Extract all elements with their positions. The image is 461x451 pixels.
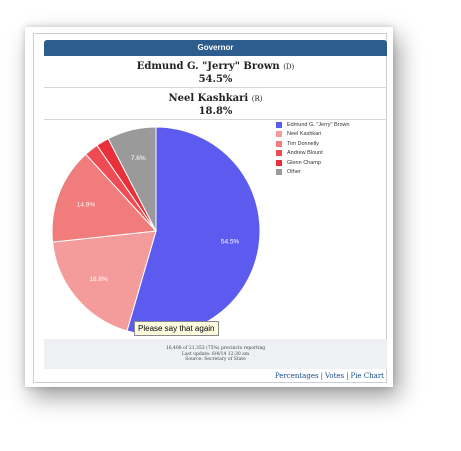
candidate-percentage: 54.5% <box>198 74 233 85</box>
legend-swatch <box>276 140 282 147</box>
slice-data-label: 54.5% <box>221 239 240 246</box>
race-title-bar: Governor <box>44 40 387 56</box>
pie-slice[interactable] <box>51 153 158 243</box>
candidate-name: Edmund G. "Jerry" Brown <box>136 61 280 72</box>
nav-separator: | <box>346 372 349 380</box>
slice-data-label: 14.9% <box>77 202 96 209</box>
chart-legend: Edmund G. "Jerry" Brown Neel Kashkari Tim … <box>276 120 350 177</box>
candidate-percentage: 18.8% <box>198 106 233 117</box>
legend-label: Tim Donnelly <box>287 140 319 147</box>
legend-label: Glenn Champ <box>287 159 321 166</box>
legend-item[interactable]: Other <box>276 168 350 178</box>
candidate-name: Neel Kashkari <box>168 93 249 104</box>
leading-candidate: Edmund G. "Jerry" Brown (D) 54.5% <box>44 57 387 88</box>
legend-label: Andrew Blount <box>287 150 323 157</box>
nav-separator: | <box>320 372 323 380</box>
candidate-party: (R) <box>251 95 263 103</box>
legend-swatch <box>276 159 282 166</box>
slice-data-label: 7.6% <box>131 155 146 162</box>
second-candidate: Neel Kashkari (R) 18.8% <box>44 89 387 120</box>
pie-chart: 54.5% 18.8% 14.9% 7.6% <box>51 126 261 336</box>
legend-item[interactable]: Edmund G. "Jerry" Brown <box>276 120 350 130</box>
candidate-name-line: Neel Kashkari (R) <box>44 89 387 106</box>
pie-slice[interactable] <box>107 126 157 232</box>
legend-item[interactable]: Neel Kashkari <box>276 130 350 140</box>
pie-chart-link[interactable]: Pie Chart <box>350 372 384 380</box>
pie-chart-area: 54.5% 18.8% 14.9% 7.6% Edmund G. "Jerry" Br… <box>44 120 387 337</box>
view-switcher: Percentages | Votes | Pie Chart <box>275 372 384 380</box>
legend-label: Edmund G. "Jerry" Brown <box>287 121 350 128</box>
legend-swatch <box>276 121 282 128</box>
legend-swatch <box>276 169 282 176</box>
legend-label: Neel Kashkari <box>287 131 322 138</box>
pie-slice[interactable] <box>52 230 157 332</box>
precincts-reporting: 16,408 of 21,353 (75%) precincts reporti… <box>165 346 266 351</box>
legend-item[interactable]: Andrew Blount <box>276 149 350 159</box>
legend-label: Other <box>287 169 301 176</box>
legend-swatch <box>276 150 282 157</box>
legend-swatch <box>276 131 282 138</box>
last-update: Last update: 6/4/14 12:30 am <box>181 351 250 357</box>
legend-item[interactable]: Tim Donnelly <box>276 139 350 149</box>
votes-link[interactable]: Votes <box>324 372 345 380</box>
chart-tooltip: Please say that again <box>134 321 219 336</box>
legend-item[interactable]: Glenn Champ <box>276 158 350 168</box>
slice-data-label: 18.8% <box>89 276 108 283</box>
candidate-party: (D) <box>283 63 295 71</box>
percentages-link[interactable]: Percentages <box>274 372 319 380</box>
results-footer: 16,408 of 21,353 (75%) precincts reporti… <box>44 339 387 369</box>
election-results-widget: Governor Edmund G. "Jerry" Brown (D) 54.… <box>33 33 387 383</box>
data-source: Source: Secretary of State <box>185 357 246 362</box>
candidate-name-line: Edmund G. "Jerry" Brown (D) <box>44 57 387 74</box>
